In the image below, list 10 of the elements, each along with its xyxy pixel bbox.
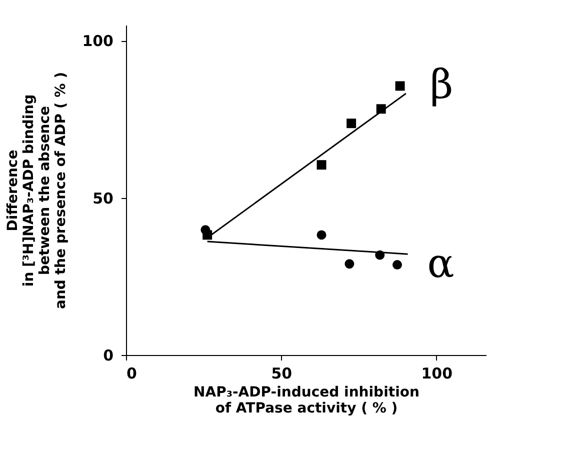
y-tick-label: 0 <box>103 346 114 364</box>
x-tick-label: 50 <box>271 364 292 382</box>
series-label: β <box>430 62 454 108</box>
x-tick-label: 0 <box>126 364 137 382</box>
x-axis-title: NAP₃-ADP-induced inhibition of ATPase activity ( % ) <box>194 384 420 416</box>
y-tick-label: 100 <box>82 32 114 50</box>
y-tick-label: 50 <box>92 189 114 208</box>
y-axis-title: Difference in [³H]NAP₃-ADP binding between the absence and the presence of ADP ( % ) <box>5 72 70 309</box>
x-tick-label: 100 <box>421 364 452 382</box>
series-label: α <box>427 240 454 287</box>
